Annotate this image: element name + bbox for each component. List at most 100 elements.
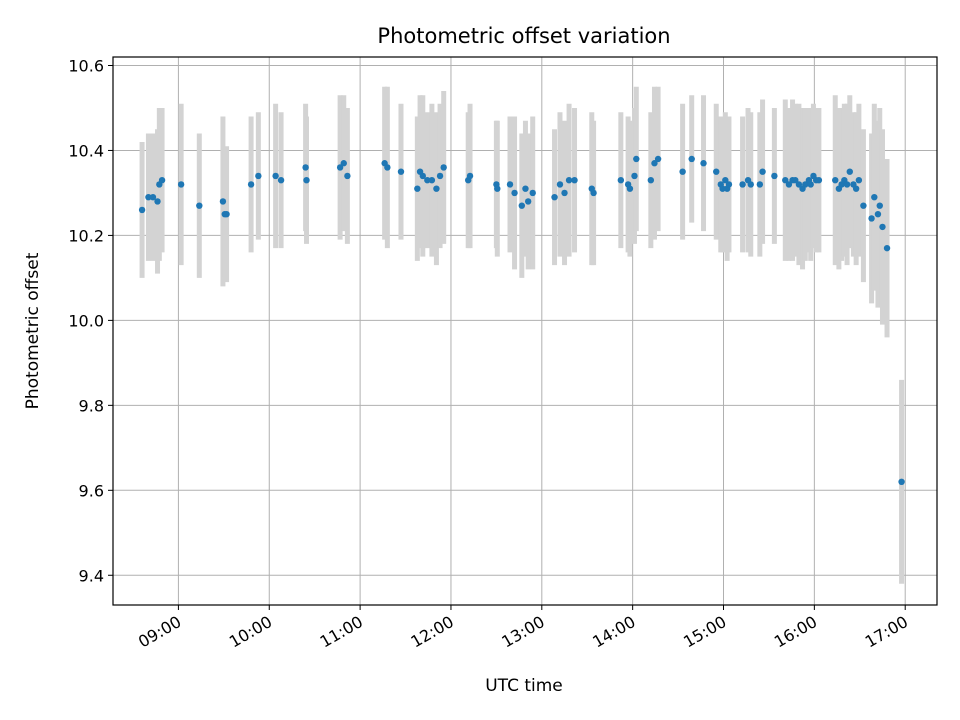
data-point	[617, 176, 625, 184]
y-tick-label: 10.6	[68, 56, 104, 75]
data-point	[303, 176, 310, 184]
x-tick-label: 15:00	[680, 612, 729, 652]
data-point	[565, 176, 573, 184]
data-point	[219, 198, 227, 205]
data-point	[511, 189, 518, 197]
data-point	[177, 181, 185, 188]
x-tick-label: 09:00	[135, 612, 184, 652]
data-point	[633, 155, 640, 163]
data-point	[647, 176, 655, 184]
x-tick-label: 10:00	[226, 612, 275, 652]
data-point	[522, 185, 529, 192]
data-point	[832, 176, 839, 184]
data-point	[651, 160, 658, 167]
data-point	[876, 202, 883, 209]
data-point	[154, 198, 161, 205]
data-points	[138, 155, 905, 486]
data-point	[795, 181, 803, 188]
data-point	[571, 176, 578, 184]
data-point	[654, 155, 662, 163]
data-point	[898, 478, 905, 486]
data-point	[529, 189, 536, 197]
data-point	[679, 168, 686, 175]
plot-frame	[112, 56, 938, 606]
data-point	[196, 202, 203, 209]
data-point	[223, 210, 230, 218]
x-tick-label: 13:00	[498, 612, 547, 652]
data-point	[158, 176, 166, 184]
data-point	[590, 189, 597, 197]
data-point	[272, 172, 279, 180]
data-point	[518, 202, 526, 209]
x-tick-label: 11:00	[317, 612, 366, 652]
data-point	[626, 185, 634, 192]
x-tick-label: 14:00	[589, 612, 638, 652]
data-point	[384, 164, 391, 171]
data-point	[302, 164, 309, 171]
x-tick-label: 16:00	[771, 612, 820, 652]
data-point	[138, 206, 146, 214]
x-tick-label: 12:00	[408, 612, 457, 652]
x-tick-label: 17:00	[862, 612, 911, 652]
data-point	[792, 176, 799, 184]
y-tick-label: 9.6	[79, 481, 104, 500]
data-point	[340, 160, 347, 167]
data-point	[397, 168, 405, 175]
data-point	[868, 215, 875, 222]
y-axis-label: Photometric offset	[23, 252, 43, 409]
data-point	[815, 176, 823, 184]
data-point	[247, 181, 255, 188]
data-point	[725, 181, 733, 188]
data-point	[739, 181, 746, 188]
x-axis-ticks: 09:00 10:00 11:00 12:00 13:00 14:00 15:00 16:00…	[135, 605, 911, 652]
data-point	[561, 189, 568, 197]
data-point	[688, 155, 695, 163]
y-axis-ticks: 9.4 9.6 9.8 10.0 10.2 10.4 10.6	[68, 56, 113, 585]
data-point	[428, 176, 436, 184]
data-point	[747, 181, 754, 188]
data-point	[424, 176, 431, 184]
data-point	[506, 181, 514, 188]
data-point	[631, 172, 638, 180]
data-point	[722, 176, 729, 184]
data-point	[336, 164, 344, 171]
data-point	[414, 185, 421, 192]
y-tick-label: 10.4	[68, 141, 104, 160]
data-point	[802, 181, 809, 188]
data-point	[344, 172, 351, 180]
data-point	[807, 181, 814, 188]
data-point	[700, 160, 707, 167]
data-point	[466, 172, 474, 180]
y-tick-label: 9.8	[79, 396, 104, 415]
data-point	[713, 168, 720, 175]
data-point	[782, 176, 789, 184]
data-point	[433, 185, 440, 192]
chart-title: Photometric offset variation	[377, 24, 670, 48]
data-point	[440, 164, 447, 171]
data-point	[843, 181, 851, 188]
data-point	[419, 172, 426, 180]
data-point	[255, 172, 262, 180]
data-point	[879, 223, 886, 231]
data-point	[883, 244, 891, 252]
x-axis-label: UTC time	[485, 676, 563, 696]
data-point	[494, 185, 501, 192]
data-point	[719, 185, 726, 192]
data-point	[759, 168, 766, 175]
data-point	[149, 193, 157, 201]
data-point	[852, 185, 860, 192]
data-point	[871, 193, 878, 201]
data-point	[785, 181, 793, 188]
data-point	[551, 193, 558, 201]
y-tick-label: 10.0	[68, 311, 104, 330]
data-point	[874, 210, 882, 218]
data-point	[436, 172, 444, 180]
data-point	[771, 172, 778, 180]
data-point	[756, 181, 764, 188]
data-point	[145, 193, 152, 201]
y-tick-label: 9.4	[79, 566, 104, 585]
data-point	[277, 176, 285, 184]
error-bars	[139, 86, 905, 584]
data-point	[846, 168, 853, 175]
